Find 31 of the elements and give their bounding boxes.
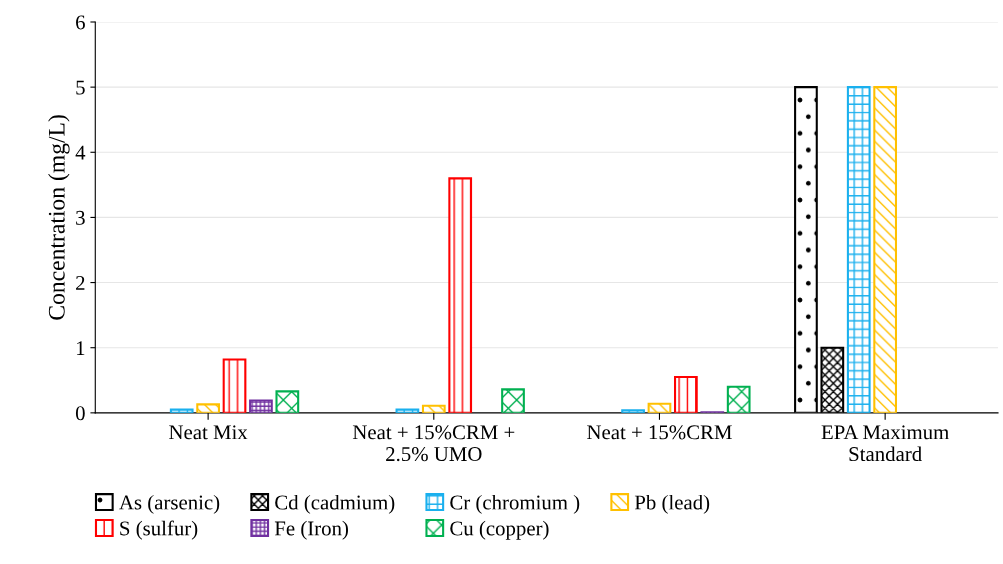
legend-label: S (sulfur)	[120, 520, 198, 540]
y-tick-label: 4	[75, 145, 86, 160]
legend-label: Cr (chromium )	[450, 494, 580, 514]
y-tick-label: 3	[76, 210, 85, 225]
bar	[873, 86, 898, 413]
legend-label: As (arsenic)	[119, 494, 220, 514]
bar	[726, 385, 751, 413]
bar	[501, 388, 525, 413]
legend-label: Cd (cadmium)	[275, 494, 395, 514]
bar	[794, 86, 818, 413]
bar	[196, 403, 220, 413]
bar	[249, 399, 273, 413]
y-tick-label: 0	[75, 406, 85, 421]
bar	[448, 177, 473, 413]
y-tick-label: 1	[76, 341, 85, 355]
bar	[674, 375, 698, 413]
bar	[222, 358, 247, 413]
y-axis-title: Concentration (mg/L)	[48, 115, 70, 320]
legend-label: Pb (lead)	[634, 494, 710, 514]
bar	[846, 86, 871, 413]
x-tick-label: EPA Maximum Standard	[821, 425, 949, 462]
x-tick-label: Neat Mix	[169, 425, 248, 440]
y-tick-label: 2	[76, 276, 85, 290]
x-tick-label: Neat + 15%CRM + 2.5% UMO	[352, 425, 515, 462]
bar	[820, 346, 845, 413]
y-tick-label: 6	[76, 15, 85, 30]
legend-label: Fe (Iron)	[274, 520, 348, 540]
bar	[275, 390, 300, 413]
y-tick-label: 5	[76, 80, 85, 95]
legend-label: Cu (copper)	[450, 520, 549, 540]
x-tick-label: Neat + 15%CRM	[587, 425, 732, 440]
